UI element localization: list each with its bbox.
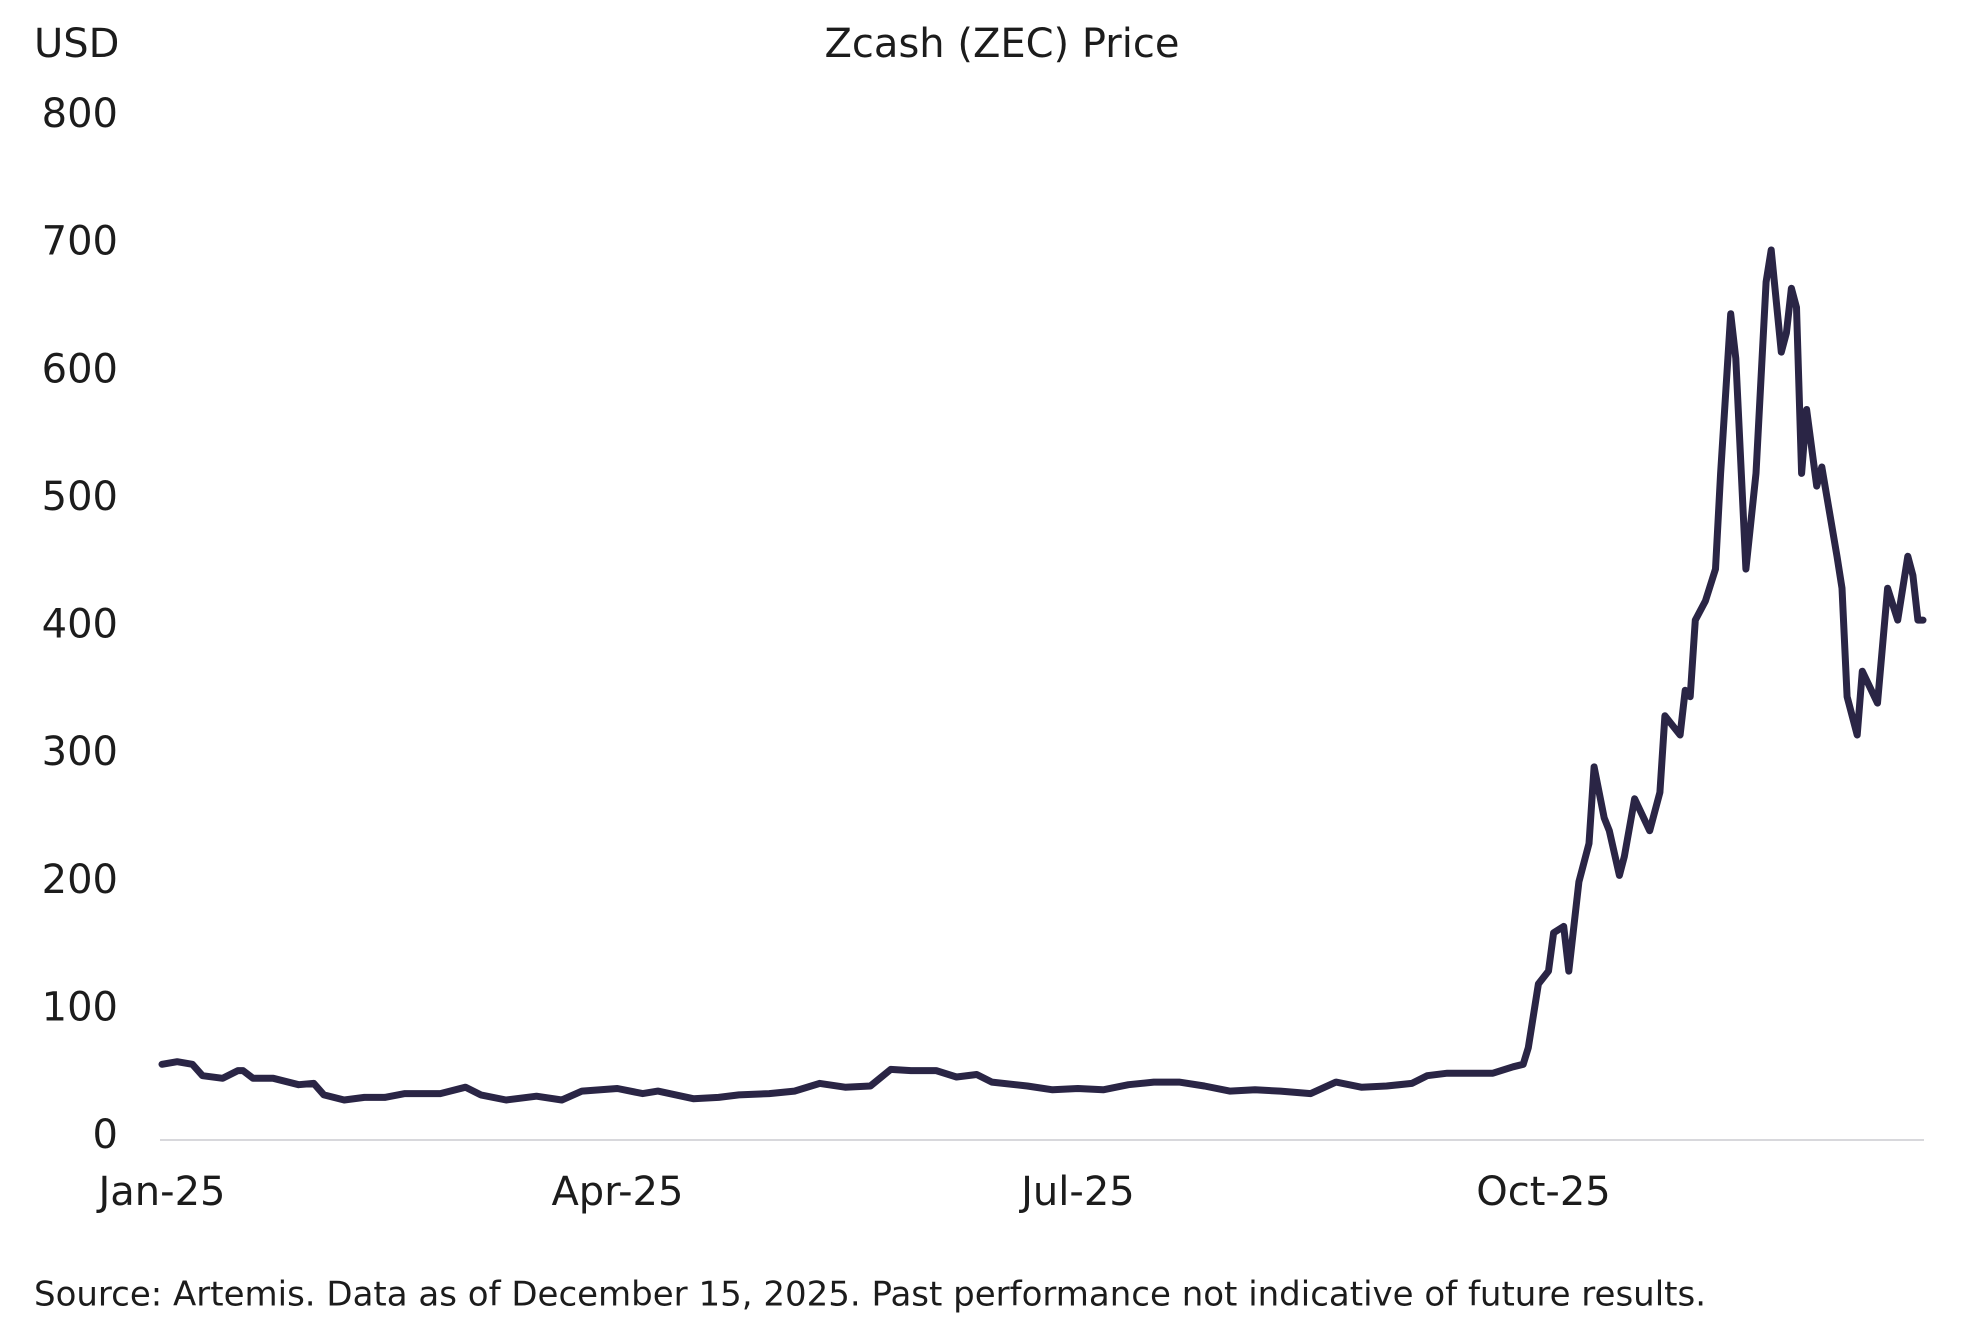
y-axis-label: USD [34, 21, 119, 67]
chart-title: Zcash (ZEC) Price [825, 21, 1180, 67]
x-tick-label: Jul-25 [1018, 1169, 1135, 1215]
y-tick-label: 100 [42, 984, 118, 1030]
source-note: Source: Artemis. Data as of December 15,… [34, 1275, 1706, 1315]
y-tick-label: 400 [42, 602, 118, 648]
price-line [158, 246, 1927, 1104]
y-tick-label: 500 [42, 474, 118, 520]
y-tick-label: 0 [93, 1112, 118, 1158]
y-tick-label: 800 [42, 91, 118, 137]
y-tick-label: 200 [42, 857, 118, 903]
y-tick-label: 700 [42, 219, 118, 265]
y-tick-label: 600 [42, 346, 118, 392]
x-tick-label: Oct-25 [1476, 1169, 1611, 1215]
x-tick-label: Jan-25 [96, 1169, 226, 1215]
y-tick-label: 300 [42, 729, 118, 775]
x-tick-label: Apr-25 [551, 1169, 683, 1215]
